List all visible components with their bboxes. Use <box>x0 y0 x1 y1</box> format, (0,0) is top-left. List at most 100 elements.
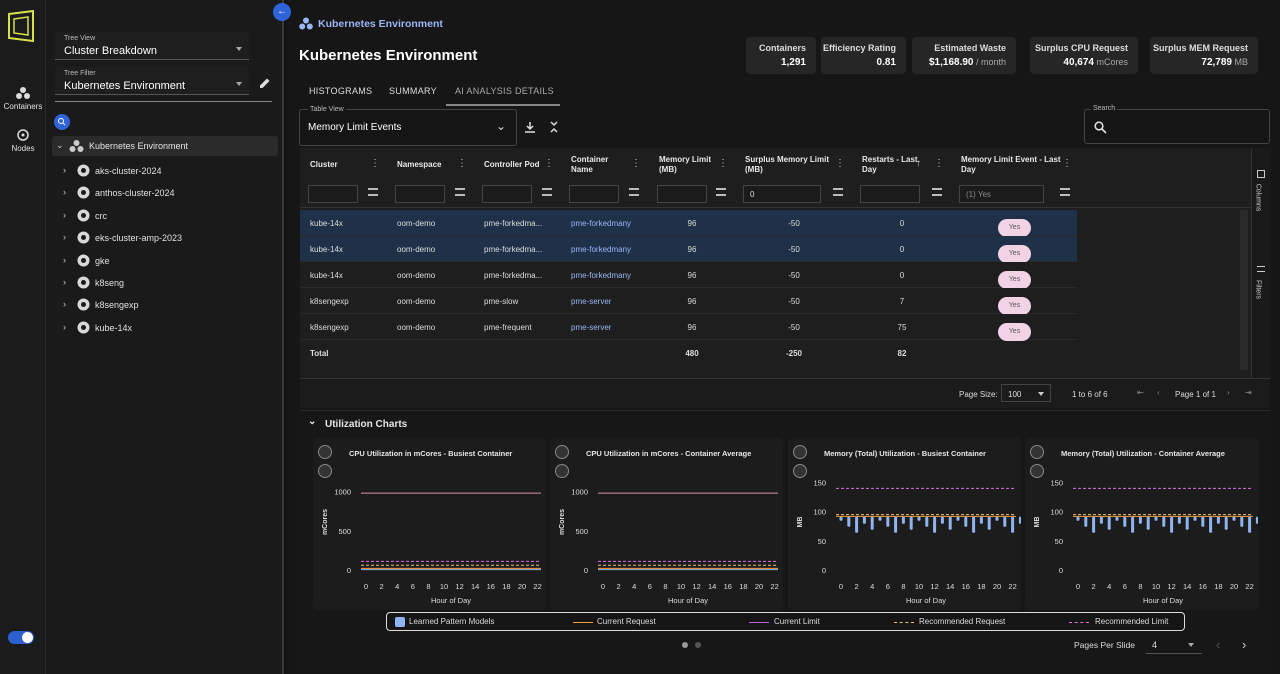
prev-page-button[interactable]: ‹ <box>1157 388 1160 397</box>
column-header[interactable]: Memory Limit (MB) <box>659 154 712 174</box>
nav-containers[interactable]: Containers <box>0 86 46 111</box>
download-button[interactable] <box>524 120 536 138</box>
table-row[interactable]: kube-14x oom-demo pme-forkedma... pme-forke… <box>300 210 1077 237</box>
column-header[interactable]: Container Name <box>571 154 609 174</box>
column-menu-icon[interactable]: ⋮ <box>631 158 641 169</box>
fullscreen-button[interactable] <box>1030 445 1044 459</box>
column-header[interactable]: Namespace <box>397 159 442 169</box>
edit-chart-button[interactable] <box>793 464 807 478</box>
edit-filter-button[interactable] <box>259 76 271 94</box>
page-size-select[interactable]: 100 <box>1001 384 1051 402</box>
tree-search-button[interactable] <box>54 114 70 130</box>
filters-side-tab[interactable]: Filters <box>1255 266 1268 306</box>
nodes-icon <box>17 129 29 141</box>
column-header[interactable]: Cluster <box>310 159 338 169</box>
filter-icon[interactable] <box>455 188 465 196</box>
column-filter-input[interactable] <box>657 185 707 203</box>
cell-container-link[interactable]: pme-server <box>571 323 612 332</box>
x-tick-label: 16 <box>724 582 732 591</box>
tree-item-cluster[interactable]: › eks-cluster-amp-2023 <box>46 228 284 248</box>
tree-item-cluster[interactable]: › crc <box>46 206 284 226</box>
tree-view-select[interactable]: Tree View Cluster Breakdown <box>55 32 249 60</box>
column-menu-icon[interactable]: ⋮ <box>934 158 944 169</box>
cell-container-link[interactable]: pme-server <box>571 297 612 306</box>
tree-item-cluster[interactable]: › gke <box>46 251 284 271</box>
grid-scrollbar[interactable] <box>1240 210 1248 370</box>
grid-header: Cluster ⋮ Namespace ⋮ Controller Pod ⋮ Contain… <box>300 148 1251 208</box>
legend-current-limit: Current Limit <box>774 617 820 626</box>
carousel-next-button[interactable]: › <box>1242 637 1247 652</box>
columns-side-tab[interactable]: Columns <box>1254 170 1268 230</box>
table-row[interactable]: k8sengexp oom-demo pme-slow pme-server 96 -50… <box>300 288 1077 315</box>
fullscreen-button[interactable] <box>555 445 569 459</box>
search-field[interactable]: Search <box>1084 105 1270 144</box>
tab-ai-analysis[interactable]: AI ANALYSIS DETAILS <box>455 86 554 96</box>
legend-rec-request: Recommended Request <box>919 617 1006 626</box>
tab-histograms[interactable]: HISTOGRAMS <box>309 86 373 96</box>
carousel-dot-active[interactable] <box>682 642 688 648</box>
column-menu-icon[interactable]: ⋮ <box>544 158 554 169</box>
edit-chart-button[interactable] <box>555 464 569 478</box>
columns-tab-label: Columns <box>1254 183 1262 212</box>
kubernetes-icon <box>77 231 90 244</box>
tree-item-cluster[interactable]: › k8seng <box>46 273 284 293</box>
tab-summary[interactable]: SUMMARY <box>389 86 437 96</box>
next-page-button[interactable]: › <box>1227 388 1230 397</box>
column-menu-icon[interactable]: ⋮ <box>370 158 380 169</box>
kubernetes-icon <box>69 140 84 152</box>
column-menu-icon[interactable]: ⋮ <box>718 158 728 169</box>
column-menu-icon[interactable]: ⋮ <box>835 158 845 169</box>
last-page-button[interactable]: ⇥ <box>1245 388 1252 397</box>
column-header[interactable]: Surplus Memory Limit (MB) <box>745 154 830 174</box>
filter-icon[interactable] <box>1060 188 1070 196</box>
column-filter-input[interactable] <box>308 185 358 203</box>
sort-ascending-icon[interactable]: ↑ <box>916 158 921 169</box>
column-filter-input[interactable] <box>395 185 445 203</box>
filter-icon[interactable] <box>932 188 942 196</box>
x-tick-label: 4 <box>1107 582 1111 591</box>
column-filter-input[interactable] <box>569 185 619 203</box>
fullscreen-button[interactable] <box>318 445 332 459</box>
stat-containers: Containers 1,291 <box>746 37 816 74</box>
column-filter-input[interactable] <box>482 185 532 203</box>
filter-icon[interactable] <box>716 188 726 196</box>
carousel-dot[interactable] <box>695 642 701 648</box>
first-page-button[interactable]: ⇤ <box>1137 388 1144 397</box>
tree-root[interactable]: ⌄ Kubernetes Environment <box>52 136 278 156</box>
filter-icon[interactable] <box>833 188 843 196</box>
table-row[interactable]: kube-14x oom-demo pme-forkedma... pme-forke… <box>300 262 1077 289</box>
tree-item-cluster[interactable]: › aks-cluster-2024 <box>46 161 284 181</box>
column-header[interactable]: Restarts - Last Day <box>862 154 918 174</box>
filter-icon[interactable] <box>368 188 378 196</box>
tree-filter-select[interactable]: Tree Filter Kubernetes Environment <box>55 67 249 95</box>
column-menu-icon[interactable]: ⋮ <box>457 158 467 169</box>
tree-item-cluster[interactable]: › kube-14x <box>46 318 284 338</box>
nav-nodes[interactable]: Nodes <box>0 128 46 153</box>
cell-container-link[interactable]: pme-forkedmany <box>571 271 632 280</box>
pages-per-slide-select[interactable]: 4 <box>1146 634 1202 654</box>
table-view-select[interactable]: Table View Memory Limit Events ⌄ <box>299 106 517 146</box>
fullscreen-button[interactable] <box>793 445 807 459</box>
filter-icon[interactable] <box>542 188 552 196</box>
total-label: Total <box>310 349 329 358</box>
column-filter-input[interactable]: (1) Yes <box>959 185 1044 203</box>
carousel-prev-button[interactable]: ‹ <box>1216 637 1221 652</box>
edit-chart-button[interactable] <box>318 464 332 478</box>
tree-item-cluster[interactable]: › k8sengexp <box>46 295 284 315</box>
column-header[interactable]: Controller Pod <box>484 159 540 169</box>
filter-icon[interactable] <box>629 188 639 196</box>
x-tick-label: 14 <box>946 582 954 591</box>
column-header[interactable]: Memory Limit Event - Last Day <box>961 154 1061 174</box>
column-filter-input[interactable] <box>860 185 920 203</box>
theme-toggle[interactable] <box>8 631 34 644</box>
column-filter-input[interactable]: 0 <box>743 185 821 203</box>
cell-container-link[interactable]: pme-forkedmany <box>571 219 632 228</box>
tree-item-cluster[interactable]: › anthos-cluster-2024 <box>46 183 284 203</box>
collapse-all-button[interactable] <box>548 120 560 138</box>
edit-chart-button[interactable] <box>1030 464 1044 478</box>
table-row[interactable]: k8sengexp oom-demo pme-frequent pme-server 9… <box>300 314 1077 341</box>
cell-container-link[interactable]: pme-forkedmany <box>571 245 632 254</box>
table-row[interactable]: kube-14x oom-demo pme-forkedma... pme-forke… <box>300 236 1077 263</box>
collapse-sidebar-button[interactable]: ← <box>273 3 291 21</box>
column-menu-icon[interactable]: ⋮ <box>1062 158 1072 169</box>
